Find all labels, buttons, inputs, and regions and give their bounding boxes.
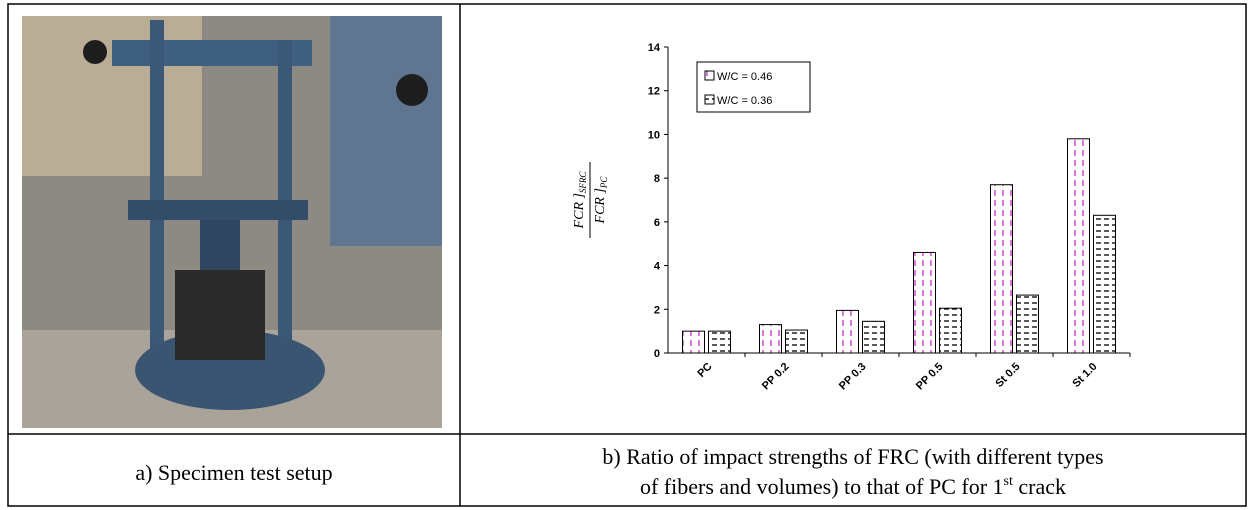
bar (1094, 215, 1116, 353)
x-tick-label: St 0.5 (993, 361, 1022, 390)
bar (991, 185, 1013, 353)
y-label-denominator: FCR ]PC (593, 176, 609, 225)
y-label-den-sub: PC (599, 176, 609, 189)
bar (940, 308, 962, 353)
caption-b-tail: crack (1013, 474, 1066, 499)
y-label-num-text: FCR ] (572, 193, 587, 229)
bar (914, 252, 936, 353)
y-tick-label: 4 (654, 261, 661, 273)
caption-b-line1: b) Ratio of impact strengths of FRC (wit… (602, 444, 1103, 469)
y-label-numerator: FCR ]SFRC (572, 171, 588, 230)
x-tick-label: St 1.0 (1070, 361, 1099, 390)
legend-label: W/C = 0.46 (717, 71, 772, 83)
legend-label: W/C = 0.36 (717, 95, 772, 107)
caption-a: a) Specimen test setup (135, 460, 332, 485)
y-label-num-sub: SFRC (578, 171, 588, 193)
bar (837, 310, 859, 353)
y-tick-label: 14 (648, 42, 661, 54)
legend-swatch (705, 71, 714, 80)
photo (22, 16, 442, 428)
x-tick-label: PC (695, 361, 714, 380)
figure: a) Specimen test setup b) Ratio of impac… (0, 0, 1254, 510)
y-label-den-text: FCR ] (593, 188, 608, 224)
bar (786, 330, 808, 353)
y-label: FCR ]SFRC FCR ]PC (572, 162, 609, 238)
x-tick-label: PP 0.5 (914, 361, 946, 393)
y-tick-label: 0 (654, 348, 660, 360)
bar (683, 331, 705, 353)
bar (1068, 139, 1090, 353)
x-tick-label: PP 0.2 (760, 361, 792, 393)
y-tick-label: 8 (654, 173, 660, 185)
y-tick-label: 10 (648, 129, 660, 141)
bar (709, 331, 731, 353)
caption-b-text: of fibers and volumes) to that of PC for… (640, 474, 1004, 499)
legend-swatch (705, 95, 714, 104)
bar (1017, 295, 1039, 353)
bar (863, 321, 885, 353)
caption-b-sup: st (1004, 474, 1013, 489)
y-tick-label: 12 (648, 86, 660, 98)
y-tick-label: 2 (654, 304, 660, 316)
bar (760, 325, 782, 353)
y-tick-label: 6 (654, 217, 660, 229)
x-tick-label: PP 0.3 (837, 361, 869, 393)
caption-b-line2: of fibers and volumes) to that of PC for… (640, 474, 1066, 499)
